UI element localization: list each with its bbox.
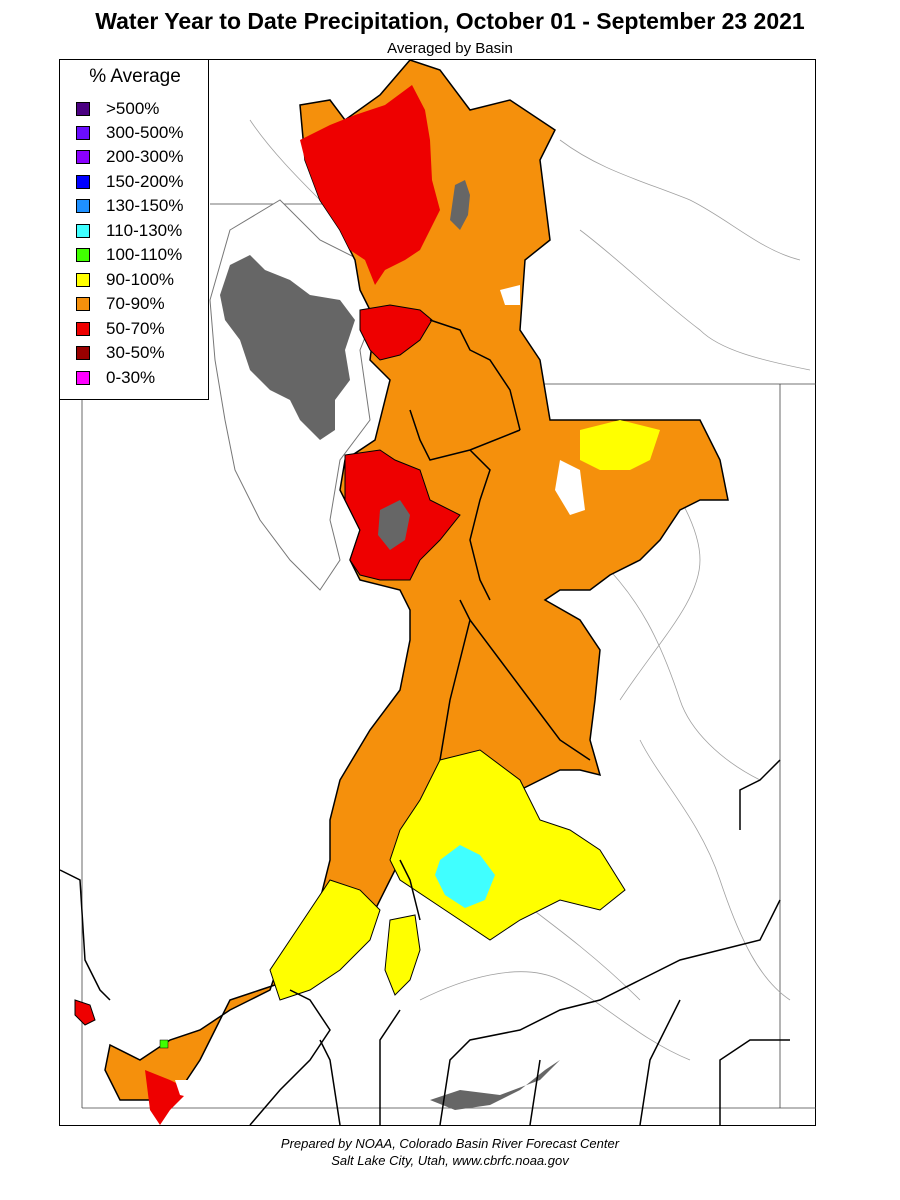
lake-powell <box>430 1060 560 1110</box>
legend-swatch <box>76 248 90 262</box>
legend-title: % Average <box>89 66 181 87</box>
legend-swatch <box>76 322 90 336</box>
legend-item: 130-150% <box>76 195 184 217</box>
precipitation-map <box>59 59 816 1126</box>
legend-label: 110-130% <box>106 221 183 240</box>
legend-item: 50-70% <box>76 318 165 340</box>
map-title: Water Year to Date Precipitation, Octobe… <box>95 8 805 34</box>
legend-swatch <box>76 126 90 140</box>
utah-lake <box>378 500 410 550</box>
legend-item: 100-110% <box>76 244 182 266</box>
legend-item: 70-90% <box>76 293 165 315</box>
legend-item: 0-30% <box>76 367 155 389</box>
legend-item: >500% <box>76 98 159 120</box>
great-salt-lake <box>220 255 355 440</box>
legend-swatch <box>76 150 90 164</box>
legend-label: 90-100% <box>106 270 175 289</box>
legend-swatch <box>76 371 90 385</box>
legend-label: >500% <box>106 99 160 118</box>
legend-item: 150-200% <box>76 171 184 193</box>
legend-item: 30-50% <box>76 342 165 364</box>
legend-item: 90-100% <box>76 269 174 291</box>
footer-credit: Prepared by NOAA, Colorado Basin River F… <box>280 1136 620 1151</box>
basin-borders <box>59 319 790 1126</box>
legend-label: 100-110% <box>106 245 183 264</box>
bear-lake <box>450 180 470 230</box>
basin-110-130 <box>435 845 495 908</box>
basin-100-110 <box>159 1039 169 1049</box>
legend-swatch <box>76 199 90 213</box>
legend-item: 300-500% <box>76 122 184 144</box>
no-data-areas <box>175 285 585 1100</box>
legend-item: 110-130% <box>76 220 182 242</box>
legend-item: 200-300% <box>76 146 184 168</box>
basin-90-100-northeast <box>580 420 660 470</box>
legend-swatch <box>76 273 90 287</box>
legend-label: 200-300% <box>106 147 184 166</box>
lakes <box>220 180 560 1110</box>
legend-label: 130-150% <box>106 196 184 215</box>
legend-swatch <box>76 175 90 189</box>
basin-50-70-south <box>145 1070 190 1125</box>
basin-50-70-mid <box>359 304 433 361</box>
legend-label: 150-200% <box>106 172 184 191</box>
legend-swatch <box>76 346 90 360</box>
basin-90-100-southwest <box>269 879 381 1001</box>
legend-label: 30-50% <box>106 343 165 362</box>
basin-90-100-southcenter <box>384 914 421 996</box>
legend-label: 0-30% <box>106 368 156 387</box>
basin-50-70-southwest <box>74 999 96 1026</box>
legend-label: 300-500% <box>106 123 184 142</box>
legend-swatch <box>76 297 90 311</box>
legend-swatch <box>76 102 90 116</box>
map-subtitle: Averaged by Basin <box>387 40 513 57</box>
legend-swatch <box>76 224 90 238</box>
basin-50-70-north <box>300 85 440 285</box>
footer-location: Salt Lake City, Utah, www.cbrfc.noaa.gov <box>331 1153 569 1168</box>
legend-label: 50-70% <box>106 319 165 338</box>
legend-label: 70-90% <box>106 294 165 313</box>
legend: % Average >500% 300-500% 200-300% 150-20… <box>59 59 209 400</box>
